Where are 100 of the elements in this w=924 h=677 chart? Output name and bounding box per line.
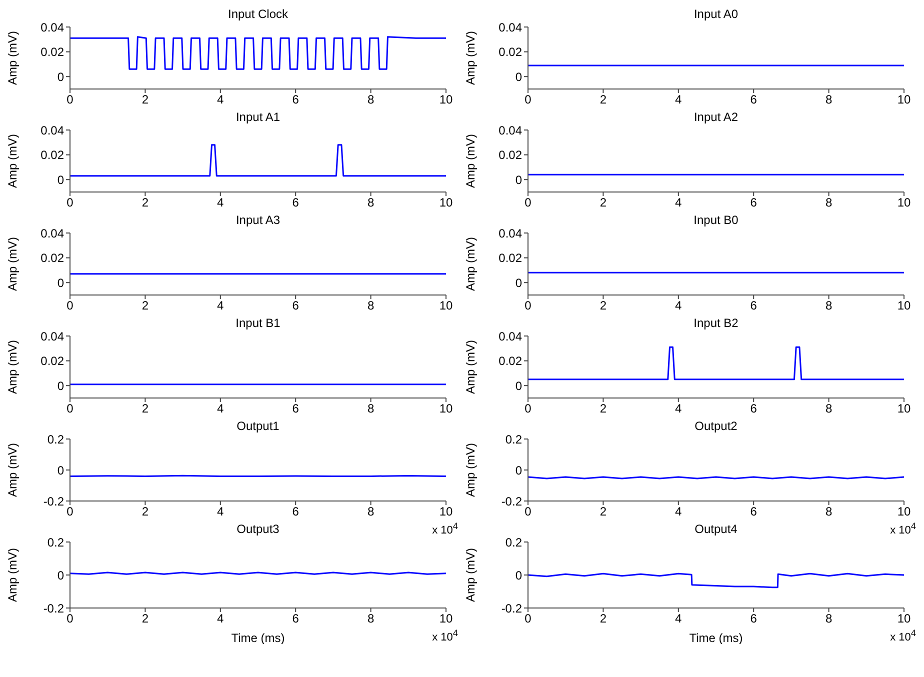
- y-axis-title: Amp (mV): [463, 442, 478, 497]
- x-tick-label: 10: [897, 92, 911, 107]
- x-tick-label: 4: [675, 504, 682, 519]
- x-tick-label: 10: [897, 298, 911, 313]
- x-tick-label: 10: [439, 298, 453, 313]
- x-tick-label: 6: [750, 298, 758, 313]
- chart-title: Output2: [694, 419, 738, 433]
- x-tick-label: 2: [600, 504, 607, 519]
- x-tick-label: 0: [66, 504, 74, 519]
- line-series: [528, 572, 904, 588]
- x-tick-label: 6: [292, 92, 300, 107]
- text: x 10$^{4}$: [432, 521, 458, 537]
- y-tick-label: 0: [57, 276, 64, 290]
- y-tick-label: 0.04: [40, 123, 64, 138]
- x-tick-label: 10: [439, 504, 453, 519]
- x-tick-label: 0: [524, 504, 532, 519]
- x-tick-label: 2: [600, 298, 607, 313]
- x-tick-label: 8: [367, 402, 374, 416]
- x-tick-label: 4: [675, 402, 682, 416]
- x-tick-label: 8: [825, 92, 832, 107]
- y-tick-label: 0: [515, 172, 522, 187]
- x-tick-label: 0: [66, 612, 74, 626]
- x-tick-label: 0: [524, 402, 532, 416]
- x-tick-label: 2: [600, 92, 607, 107]
- x-tick-label: 8: [825, 612, 832, 626]
- chart-title: Input A3: [234, 213, 282, 227]
- y-tick-label: -0.2: [501, 601, 522, 616]
- y-tick-label: 0.02: [40, 45, 64, 60]
- y-axis-title: Amp (mV): [463, 548, 478, 602]
- x-tick-label: 6: [292, 402, 300, 416]
- y-tick-label: 0.02: [40, 354, 64, 368]
- x-tick-label: 6: [292, 196, 300, 210]
- y-tick-label: 0.04: [498, 123, 522, 138]
- x-tick-label: 4: [217, 298, 224, 313]
- y-tick-label: 0: [57, 463, 64, 478]
- y-tick-label: 0.02: [40, 148, 64, 162]
- x-tick-label: 8: [367, 196, 374, 210]
- x-tick-label: 4: [675, 92, 682, 107]
- y-tick-label: 0: [57, 70, 64, 84]
- x-tick-label: 8: [367, 298, 374, 313]
- x-tick-label: 0: [524, 298, 532, 313]
- x-tick-label: 10: [439, 612, 453, 626]
- x-tick-label: 10: [439, 92, 453, 107]
- y-tick-label: 0: [515, 568, 522, 582]
- y-tick-label: 0.04: [40, 329, 64, 344]
- x-tick-label: 2: [142, 612, 149, 626]
- x-tick-label: 2: [142, 402, 149, 416]
- y-tick-label: 0.04: [40, 20, 64, 34]
- y-axis-title: Amp (mV): [5, 548, 20, 602]
- y-axis-title: Amp (mV): [5, 30, 20, 85]
- x-tick-label: 10: [897, 504, 911, 519]
- x-tick-label: 0: [524, 92, 532, 107]
- chart-title: Output3: [236, 522, 280, 536]
- x-tick-label: 10: [439, 402, 453, 416]
- x-tick-label: 6: [750, 402, 758, 416]
- y-axis-title: Amp (mV): [5, 134, 20, 188]
- text: x 10$^{4}$: [432, 628, 458, 644]
- y-tick-label: 0.2: [47, 535, 64, 550]
- chart-title: Input B0: [692, 213, 740, 227]
- y-tick-label: -0.2: [43, 601, 64, 616]
- x-tick-label: 4: [675, 612, 682, 626]
- y-tick-label: -0.2: [43, 494, 64, 508]
- x-tick-label: 6: [750, 92, 758, 107]
- x-tick-label: 0: [66, 402, 74, 416]
- x-tick-label: 10: [897, 196, 911, 210]
- y-tick-label: 0: [515, 70, 522, 84]
- y-axis-title: Amp (mV): [5, 442, 20, 497]
- y-tick-label: 0.02: [498, 354, 522, 368]
- y-tick-label: 0.02: [40, 251, 64, 266]
- y-axis-title: Amp (mV): [463, 134, 478, 188]
- x-tick-label: 2: [142, 92, 149, 107]
- x-tick-label: 0: [524, 196, 532, 210]
- chart-title: Input B1: [234, 316, 282, 330]
- x-tick-label: 2: [142, 196, 149, 210]
- x-tick-label: 4: [217, 196, 224, 210]
- y-axis-title: Amp (mV): [5, 236, 20, 291]
- y-tick-label: 0.04: [498, 329, 522, 344]
- x-tick-label: 8: [825, 196, 832, 210]
- y-tick-label: 0.2: [505, 432, 522, 446]
- chart-title: Output4: [694, 522, 738, 536]
- x-tick-label: 4: [217, 402, 224, 416]
- x-tick-label: 0: [66, 298, 74, 313]
- y-tick-label: 0: [515, 463, 522, 478]
- y-tick-label: 0: [57, 172, 64, 187]
- x-tick-label: 10: [897, 402, 911, 416]
- y-tick-label: -0.2: [501, 494, 522, 508]
- x-tick-label: 8: [367, 612, 374, 626]
- y-axis-title: Amp (mV): [5, 340, 20, 394]
- x-tick-label: 8: [825, 402, 832, 416]
- y-tick-label: 0: [515, 276, 522, 290]
- y-axis-title: Amp (mV): [463, 340, 478, 394]
- x-tick-label: 8: [367, 504, 374, 519]
- x-tick-label: 0: [66, 196, 74, 210]
- x-tick-label: 10: [897, 612, 911, 626]
- x-tick-label: 6: [292, 298, 300, 313]
- y-axis-title: Amp (mV): [463, 30, 478, 85]
- y-tick-label: 0: [57, 568, 64, 582]
- chart-title: Input Clock: [226, 7, 290, 21]
- x-tick-label: 8: [825, 504, 832, 519]
- x-tick-label: 6: [750, 612, 758, 626]
